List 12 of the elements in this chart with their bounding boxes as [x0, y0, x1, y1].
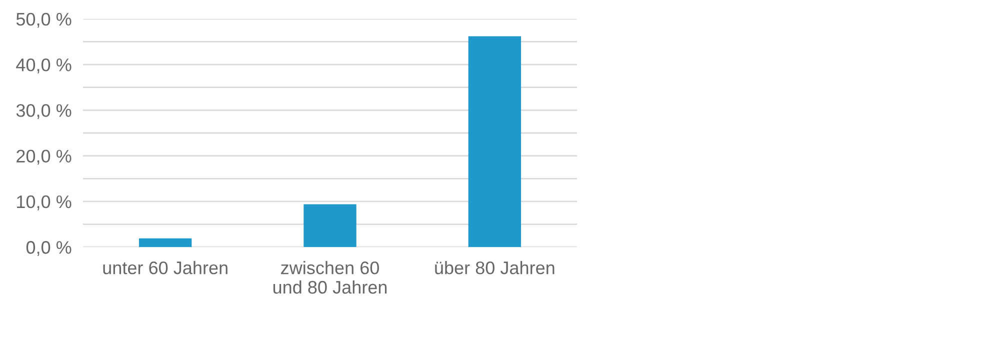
x-tick-label: über 80 Jahren: [435, 260, 554, 274]
x-tick-label: zwischen 60 und 80 Jahren: [273, 260, 387, 294]
y-tick-label: 40,0 %: [16, 58, 72, 74]
y-tick-label: 30,0 %: [16, 104, 72, 120]
y-tick-label: 20,0 %: [16, 150, 72, 165]
y-tick-label: 10,0 %: [17, 195, 72, 210]
x-tick-label: unter 60 Jahren: [103, 260, 228, 274]
bar: [304, 204, 356, 248]
y-tick-label: 50,0 %: [16, 12, 72, 28]
bar: [468, 36, 522, 248]
y-tick-label: 0,0 %: [26, 241, 72, 256]
bar: [138, 238, 192, 248]
